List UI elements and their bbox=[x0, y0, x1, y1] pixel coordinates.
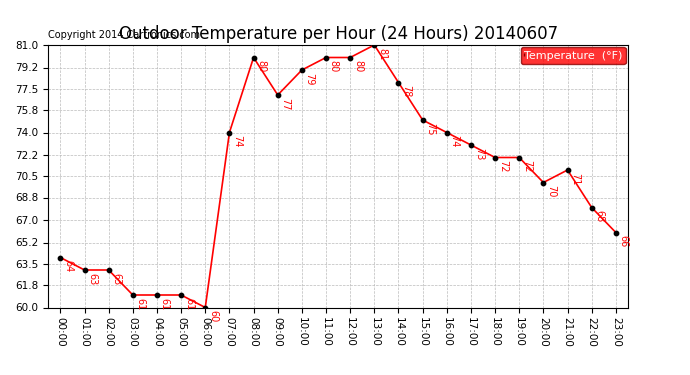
Point bbox=[273, 92, 284, 98]
Text: 66: 66 bbox=[619, 235, 629, 248]
Point bbox=[248, 54, 259, 60]
Point bbox=[393, 80, 404, 86]
Text: 77: 77 bbox=[281, 98, 290, 110]
Text: 71: 71 bbox=[571, 173, 580, 185]
Point bbox=[490, 154, 501, 160]
Text: 64: 64 bbox=[63, 260, 73, 273]
Text: 72: 72 bbox=[498, 160, 508, 173]
Point bbox=[104, 267, 115, 273]
Point bbox=[152, 292, 163, 298]
Title: Outdoor Temperature per Hour (24 Hours) 20140607: Outdoor Temperature per Hour (24 Hours) … bbox=[119, 26, 558, 44]
Text: 80: 80 bbox=[353, 60, 363, 72]
Point bbox=[538, 180, 549, 186]
Text: 63: 63 bbox=[112, 273, 121, 285]
Text: 81: 81 bbox=[377, 48, 387, 60]
Point bbox=[200, 304, 211, 310]
Text: 80: 80 bbox=[257, 60, 266, 72]
Point bbox=[417, 117, 428, 123]
Text: 72: 72 bbox=[522, 160, 532, 173]
Point bbox=[176, 292, 187, 298]
Text: 60: 60 bbox=[208, 310, 218, 322]
Text: 74: 74 bbox=[450, 135, 460, 148]
Point bbox=[586, 204, 598, 210]
Text: 68: 68 bbox=[595, 210, 604, 222]
Point bbox=[442, 129, 453, 135]
Text: 61: 61 bbox=[160, 298, 170, 310]
Text: 61: 61 bbox=[136, 298, 146, 310]
Text: Copyright 2014 Cartronics.com: Copyright 2014 Cartronics.com bbox=[48, 30, 200, 40]
Legend: Temperature  (°F): Temperature (°F) bbox=[521, 47, 626, 64]
Point bbox=[128, 292, 139, 298]
Text: 80: 80 bbox=[329, 60, 339, 72]
Point bbox=[369, 42, 380, 48]
Point bbox=[79, 267, 90, 273]
Text: 61: 61 bbox=[184, 298, 194, 310]
Text: 70: 70 bbox=[546, 185, 556, 198]
Point bbox=[55, 255, 66, 261]
Text: 74: 74 bbox=[233, 135, 242, 148]
Point bbox=[466, 142, 477, 148]
Text: 75: 75 bbox=[426, 123, 435, 135]
Point bbox=[562, 167, 573, 173]
Text: 63: 63 bbox=[88, 273, 97, 285]
Point bbox=[611, 230, 622, 236]
Point bbox=[297, 67, 308, 73]
Text: 78: 78 bbox=[402, 85, 411, 98]
Point bbox=[224, 129, 235, 135]
Point bbox=[514, 154, 525, 160]
Text: 73: 73 bbox=[474, 148, 484, 160]
Text: 79: 79 bbox=[305, 73, 315, 85]
Point bbox=[321, 54, 332, 60]
Point bbox=[345, 54, 356, 60]
